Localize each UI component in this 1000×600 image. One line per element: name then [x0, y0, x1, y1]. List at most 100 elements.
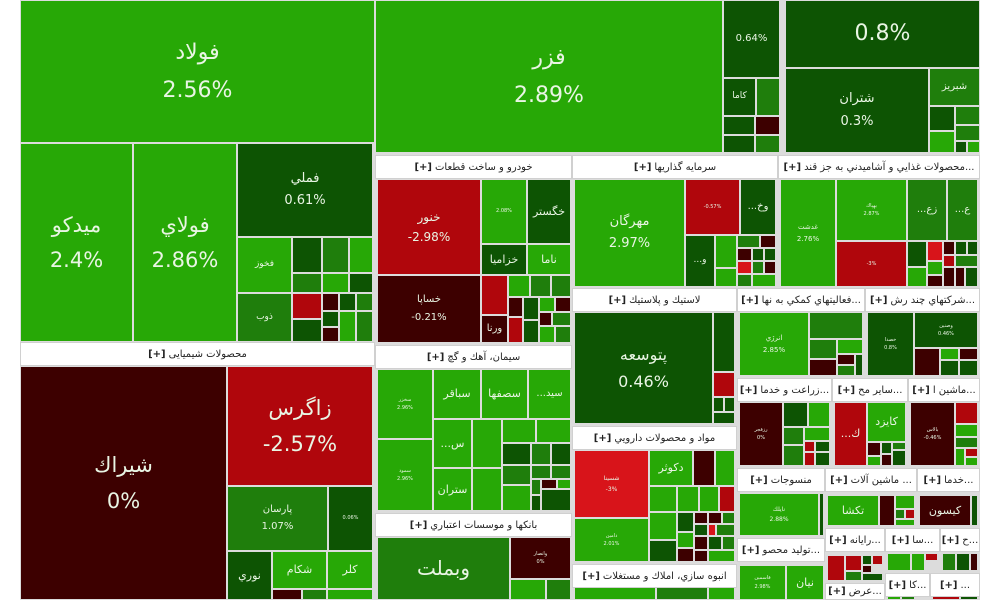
stock-tile[interactable] — [677, 486, 699, 512]
stock-tile[interactable] — [942, 553, 956, 571]
stock-tile[interactable] — [907, 241, 927, 267]
expand-icon[interactable]: [+] — [741, 544, 760, 556]
stock-tile[interactable]: شيراك 0% — [20, 366, 227, 600]
stock-tile[interactable] — [808, 402, 830, 427]
stock-tile[interactable]: وصنين 0.46% — [914, 312, 978, 348]
sector-header[interactable]: بانكها و موسسات اعتباري [+] — [375, 513, 572, 537]
stock-tile[interactable] — [955, 106, 980, 125]
stock-tile[interactable] — [508, 275, 530, 297]
expand-icon[interactable]: [+] — [741, 294, 759, 306]
stock-tile[interactable] — [713, 312, 735, 372]
stock-tile[interactable] — [677, 512, 694, 532]
stock-tile[interactable] — [502, 419, 536, 443]
stock-tile[interactable] — [708, 550, 735, 562]
expand-icon[interactable]: [+] — [608, 294, 627, 306]
sector-header[interactable]: لاستيك و پلاستيك [+] — [572, 288, 737, 312]
sector-header[interactable]: ...ساير مح [+] — [832, 378, 908, 402]
stock-tile[interactable]: ميدكو 2.4% — [20, 143, 133, 342]
stock-tile[interactable] — [737, 261, 752, 274]
stock-tile[interactable] — [472, 468, 502, 511]
stock-tile[interactable]: پتوسعه 0.46% — [574, 312, 713, 424]
stock-tile[interactable] — [929, 131, 955, 153]
stock-tile[interactable] — [927, 241, 943, 261]
expand-icon[interactable]: [+] — [837, 384, 856, 396]
stock-tile[interactable] — [837, 365, 855, 376]
stock-tile[interactable] — [722, 512, 735, 524]
expand-icon[interactable]: [+] — [426, 351, 445, 363]
stock-tile[interactable] — [708, 536, 722, 550]
stock-tile[interactable] — [737, 235, 760, 248]
stock-tile[interactable] — [715, 268, 737, 287]
stock-tile[interactable] — [905, 509, 915, 519]
stock-tile[interactable]: 0.64% — [723, 0, 780, 78]
stock-tile[interactable] — [722, 536, 735, 550]
stock-tile[interactable] — [531, 465, 551, 479]
stock-tile[interactable]: فولاي 2.86% — [133, 143, 237, 342]
sector-header[interactable]: محصولات شیمیایی [+] — [20, 342, 375, 366]
stock-tile[interactable] — [322, 237, 349, 273]
expand-icon[interactable]: [+] — [828, 586, 846, 597]
stock-tile[interactable] — [955, 402, 978, 424]
stock-tile[interactable] — [292, 293, 322, 319]
stock-tile[interactable] — [322, 293, 339, 311]
sector-header[interactable]: ...فعاليتهاي كمكي به نها [+] — [737, 288, 865, 312]
stock-tile[interactable] — [356, 311, 373, 342]
stock-tile[interactable]: وبملت — [377, 537, 510, 600]
sector-header[interactable]: ... [+] — [930, 573, 980, 597]
stock-tile[interactable]: وانصار 0% — [510, 537, 571, 579]
stock-tile[interactable] — [967, 141, 980, 153]
stock-tile[interactable] — [783, 402, 808, 427]
expand-icon[interactable]: [+] — [414, 161, 432, 173]
stock-tile[interactable] — [557, 479, 571, 489]
stock-tile[interactable] — [523, 297, 539, 320]
stock-tile[interactable]: شكام — [272, 551, 327, 589]
stock-tile[interactable] — [649, 512, 677, 540]
stock-tile[interactable] — [956, 553, 970, 571]
stock-tile[interactable] — [895, 509, 905, 519]
stock-tile[interactable]: ...ع — [947, 179, 978, 241]
expand-icon[interactable]: [+] — [941, 534, 960, 546]
stock-tile[interactable] — [715, 450, 735, 486]
stock-tile[interactable]: سباقر — [433, 369, 481, 419]
stock-tile[interactable] — [943, 255, 955, 267]
stock-tile[interactable] — [911, 553, 925, 571]
stock-tile[interactable] — [539, 312, 552, 326]
stock-tile[interactable] — [339, 293, 356, 311]
stock-tile[interactable] — [327, 589, 373, 600]
stock-tile[interactable] — [292, 237, 322, 273]
stock-tile[interactable] — [914, 348, 940, 376]
stock-tile[interactable]: فزر 2.89% — [375, 0, 723, 153]
expand-icon[interactable]: [+] — [869, 294, 888, 306]
stock-tile[interactable] — [272, 589, 302, 600]
stock-tile[interactable]: ...سيد — [528, 369, 571, 419]
stock-tile[interactable] — [713, 412, 735, 424]
expand-icon[interactable]: [+] — [148, 348, 166, 360]
stock-tile[interactable] — [867, 456, 881, 466]
stock-tile[interactable] — [907, 267, 927, 287]
stock-tile[interactable] — [804, 427, 830, 441]
stock-tile[interactable] — [737, 274, 752, 287]
stock-tile[interactable]: بالاس -0.46% — [910, 402, 955, 466]
stock-tile[interactable]: نيان — [786, 565, 824, 600]
stock-tile[interactable] — [699, 486, 719, 512]
stock-tile[interactable]: كايزد — [867, 402, 906, 442]
stock-tile[interactable] — [339, 311, 356, 342]
stock-tile[interactable] — [955, 125, 980, 141]
stock-tile[interactable] — [862, 555, 872, 565]
stock-tile[interactable] — [867, 442, 881, 456]
stock-tile[interactable]: دكوثر — [649, 450, 693, 486]
stock-tile[interactable] — [523, 320, 539, 343]
stock-tile[interactable] — [764, 261, 776, 274]
stock-tile[interactable] — [955, 255, 978, 267]
stock-tile[interactable] — [943, 267, 955, 287]
stock-tile[interactable] — [531, 479, 541, 495]
stock-tile[interactable]: كيسون — [919, 495, 971, 526]
stock-tile[interactable] — [539, 326, 555, 343]
stock-tile[interactable] — [955, 437, 978, 448]
stock-tile[interactable]: پارسان 1.07% — [227, 486, 328, 551]
stock-tile[interactable]: نوري — [227, 551, 272, 600]
stock-tile[interactable] — [322, 273, 349, 293]
stock-tile[interactable]: خساپا -0.21% — [377, 275, 481, 343]
stock-tile[interactable] — [708, 586, 735, 600]
sector-header[interactable]: ...ح [+] — [940, 528, 980, 552]
